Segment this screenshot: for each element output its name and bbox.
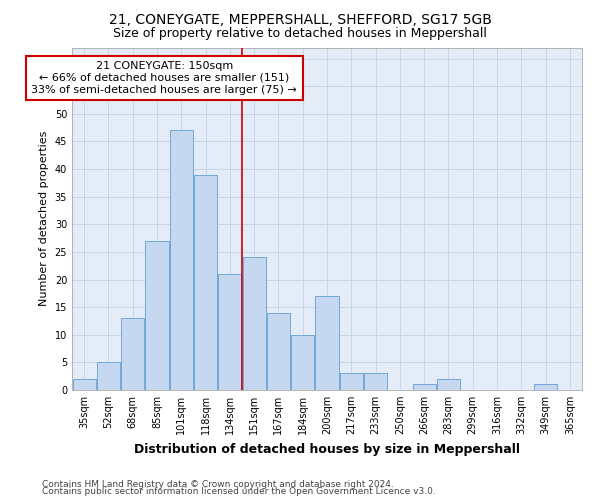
Bar: [121, 318, 144, 390]
Text: 21, CONEYGATE, MEPPERSHALL, SHEFFORD, SG17 5GB: 21, CONEYGATE, MEPPERSHALL, SHEFFORD, SG…: [109, 12, 491, 26]
X-axis label: Distribution of detached houses by size in Meppershall: Distribution of detached houses by size …: [134, 442, 520, 456]
Bar: [170, 130, 193, 390]
Text: Size of property relative to detached houses in Meppershall: Size of property relative to detached ho…: [113, 28, 487, 40]
Bar: [194, 174, 217, 390]
Bar: [267, 312, 290, 390]
Bar: [316, 296, 338, 390]
Bar: [437, 379, 460, 390]
Bar: [145, 241, 169, 390]
Bar: [218, 274, 241, 390]
Bar: [73, 379, 95, 390]
Bar: [340, 374, 363, 390]
Bar: [291, 335, 314, 390]
Bar: [97, 362, 120, 390]
Bar: [242, 258, 266, 390]
Y-axis label: Number of detached properties: Number of detached properties: [39, 131, 49, 306]
Text: 21 CONEYGATE: 150sqm
← 66% of detached houses are smaller (151)
33% of semi-deta: 21 CONEYGATE: 150sqm ← 66% of detached h…: [31, 62, 297, 94]
Text: Contains public sector information licensed under the Open Government Licence v3: Contains public sector information licen…: [42, 488, 436, 496]
Bar: [364, 374, 387, 390]
Text: Contains HM Land Registry data © Crown copyright and database right 2024.: Contains HM Land Registry data © Crown c…: [42, 480, 394, 489]
Bar: [413, 384, 436, 390]
Bar: [534, 384, 557, 390]
